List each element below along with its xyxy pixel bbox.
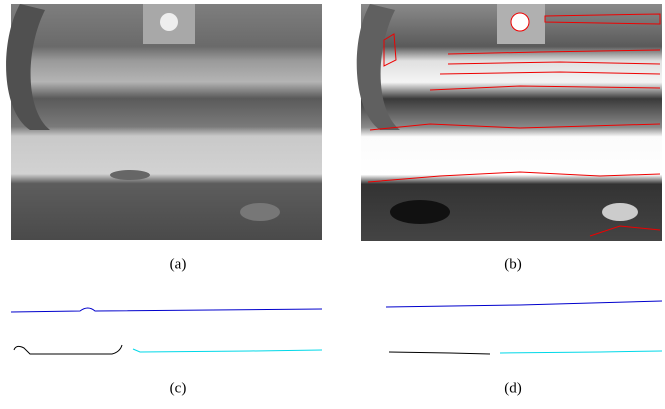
panel-label: (d) — [504, 380, 522, 396]
panel-label: (a) — [170, 256, 187, 272]
lines-d — [385, 300, 663, 355]
image-b — [356, 4, 662, 241]
image-a — [6, 4, 322, 240]
lines-c — [10, 307, 323, 355]
panel-label: (b) — [504, 256, 522, 272]
panel-label: (c) — [170, 380, 187, 396]
